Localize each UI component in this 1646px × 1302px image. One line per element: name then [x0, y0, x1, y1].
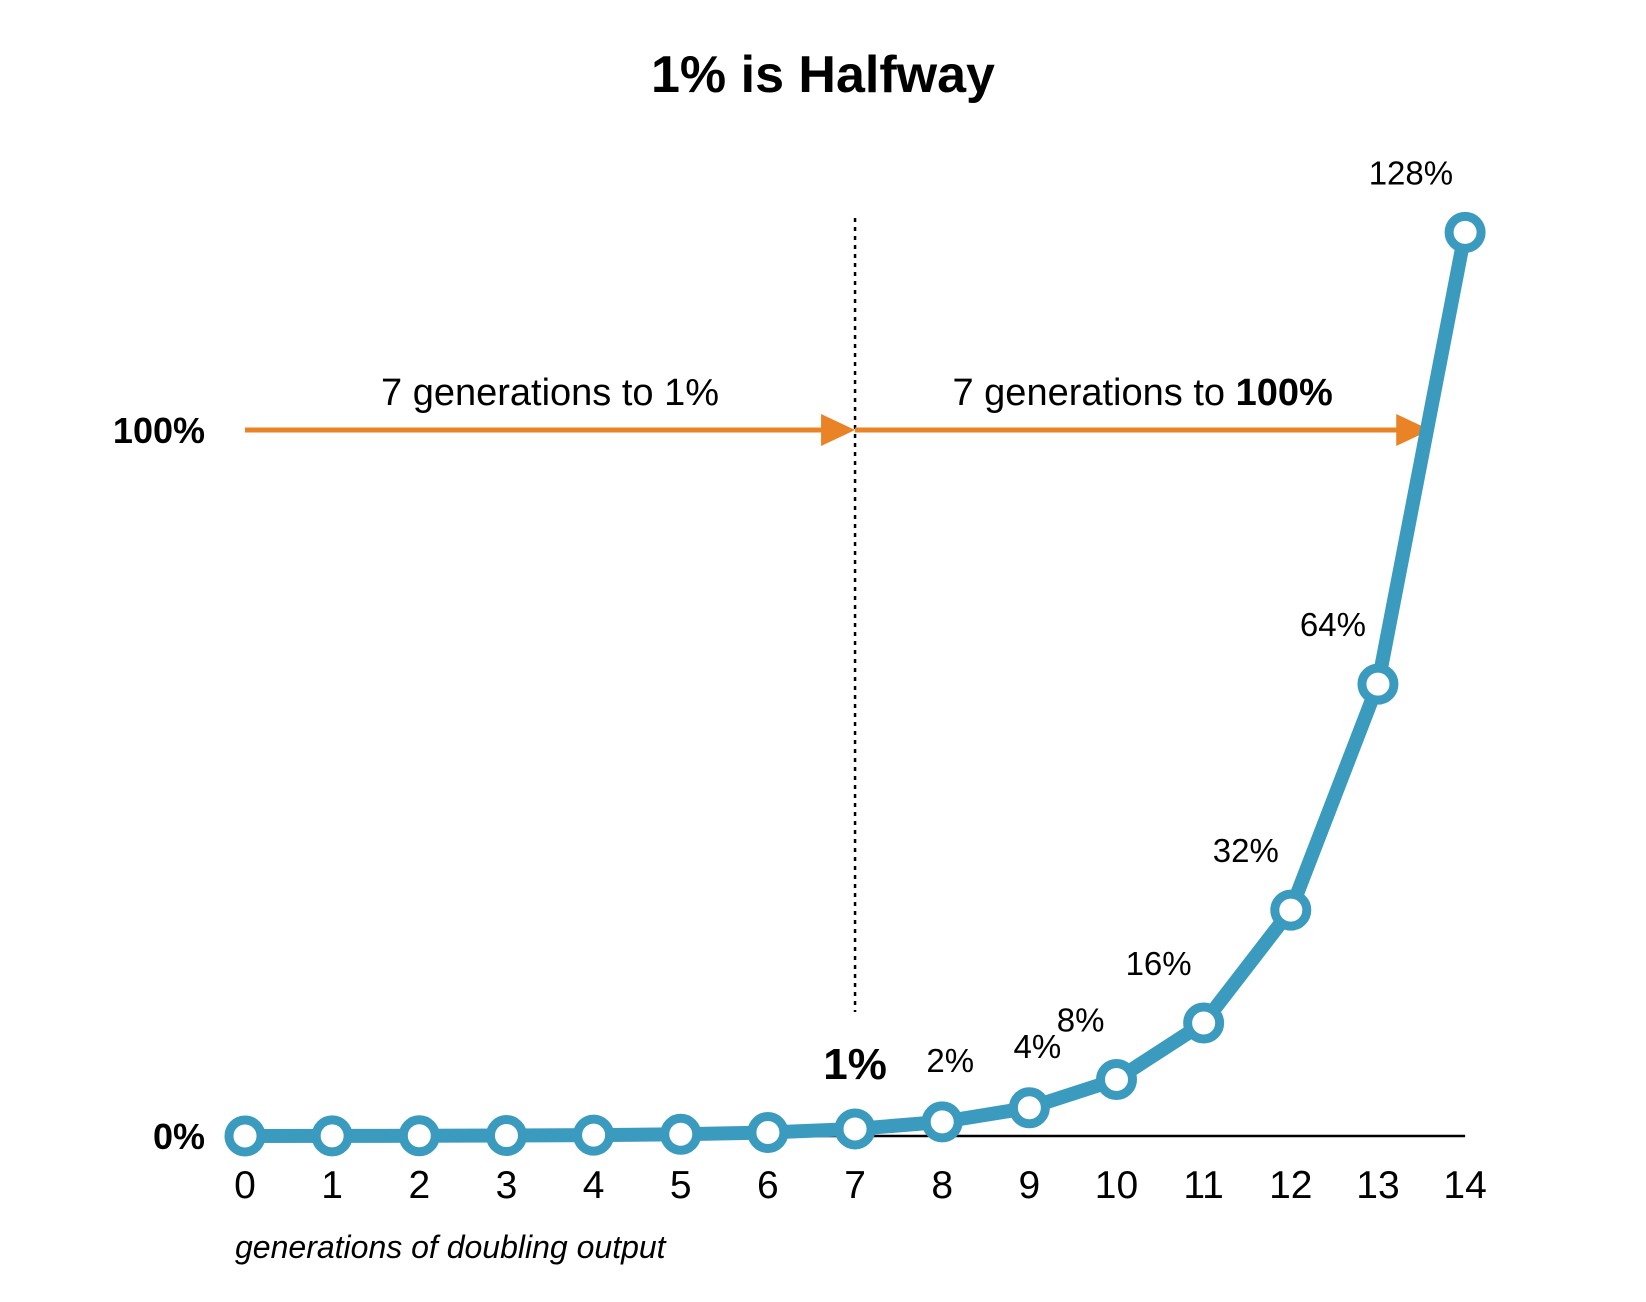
x-tick-label: 2	[408, 1164, 430, 1207]
y-axis-label: 100%	[113, 410, 205, 451]
data-label: 128%	[1369, 154, 1453, 191]
data-point	[1096, 1059, 1137, 1101]
data-point	[747, 1111, 789, 1153]
x-tick-label: 14	[1443, 1164, 1486, 1207]
data-point	[573, 1114, 615, 1156]
x-axis-tick-labels: 0 1 2 3 4 5 6 7 8 9 10 11 12 13 14	[234, 1164, 1487, 1207]
x-tick-label: 4	[583, 1164, 605, 1207]
data-point	[1444, 211, 1486, 253]
arrow-left-head	[821, 414, 856, 446]
chart-title: 1% is Halfway	[651, 46, 995, 104]
data-label: 2%	[926, 1042, 974, 1079]
data-point	[398, 1115, 440, 1157]
x-tick-label: 5	[670, 1164, 692, 1207]
data-label: 8%	[1057, 1002, 1105, 1039]
arrow-right-label: 7 generations to 100%	[952, 372, 1332, 414]
annotation-layer: 7 generations to 1% 7 generations to 100…	[245, 218, 1431, 1012]
data-label: 1%	[823, 1040, 887, 1089]
data-label: 16%	[1126, 945, 1192, 982]
data-labels: 1% 2% 4%8% 16% 32% 64% 128%	[823, 154, 1453, 1089]
series-line	[238, 225, 1473, 1143]
x-tick-label: 9	[1018, 1164, 1040, 1207]
arrow-right-head	[1396, 414, 1431, 446]
x-tick-label: 1	[321, 1164, 343, 1207]
data-point	[1357, 663, 1399, 705]
x-tick-label: 0	[234, 1164, 256, 1207]
x-tick-label: 12	[1269, 1164, 1312, 1207]
x-tick-label: 7	[844, 1164, 866, 1207]
data-point	[921, 1101, 963, 1143]
data-point	[311, 1115, 353, 1157]
y-axis-label: 0%	[153, 1116, 205, 1157]
x-tick-label: 13	[1356, 1164, 1399, 1207]
data-point	[1008, 1087, 1050, 1129]
data-point	[834, 1108, 876, 1150]
x-axis-label: generations of doubling output	[235, 1229, 667, 1265]
data-point	[224, 1115, 266, 1157]
arrow-right-label-bold: 100%	[1236, 372, 1333, 414]
data-label: 4%	[1013, 1028, 1061, 1065]
data-label: 32%	[1213, 832, 1279, 869]
x-tick-label: 6	[757, 1164, 779, 1207]
x-tick-label: 3	[496, 1164, 518, 1207]
data-point	[485, 1115, 527, 1157]
x-tick-label: 10	[1095, 1164, 1138, 1207]
x-tick-label: 8	[931, 1164, 953, 1207]
arrow-left-label: 7 generations to 1%	[381, 372, 719, 414]
data-label: 64%	[1300, 606, 1366, 643]
y-axis-labels: 0% 100%	[113, 410, 205, 1157]
data-point	[1270, 889, 1312, 931]
data-point	[1183, 1002, 1225, 1044]
data-points	[224, 211, 1486, 1157]
x-tick-label: 11	[1183, 1164, 1224, 1207]
data-point	[660, 1113, 702, 1155]
arrow-right-label-prefix: 7 generations to	[952, 372, 1235, 414]
